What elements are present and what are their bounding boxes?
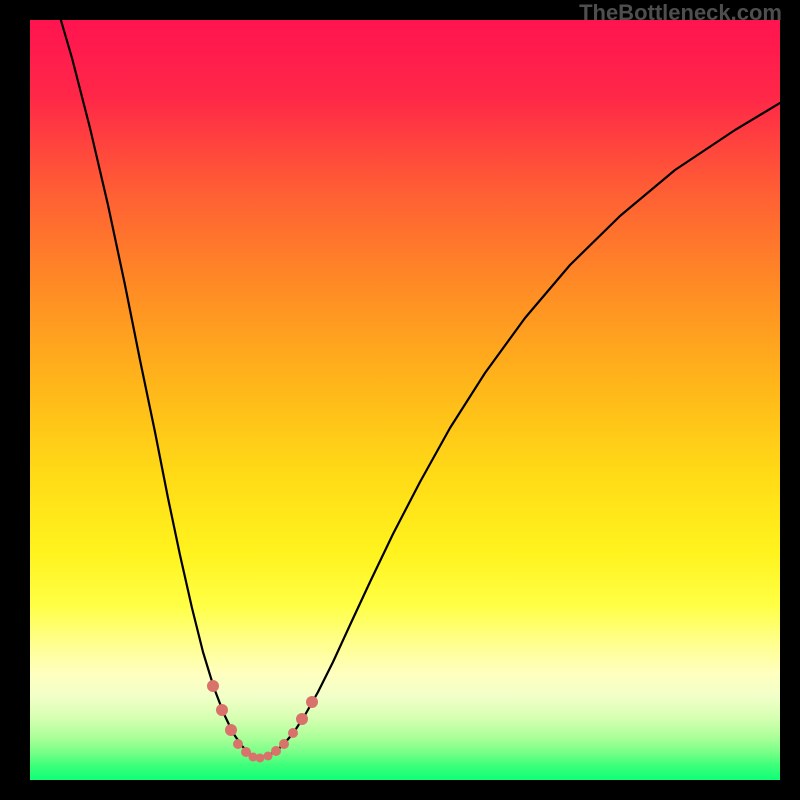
curve-svg [30, 20, 780, 780]
curve-marker [296, 713, 308, 725]
curve-marker [207, 680, 219, 692]
curve-marker [216, 704, 228, 716]
curve-marker [233, 739, 243, 749]
curve-marker [271, 746, 281, 756]
bottleneck-curve [55, 20, 780, 757]
curve-marker [306, 696, 318, 708]
curve-marker [264, 752, 273, 761]
watermark-text: TheBottleneck.com [579, 0, 782, 26]
marker-group [207, 680, 318, 763]
curve-marker [256, 754, 265, 763]
chart-container: TheBottleneck.com [0, 0, 800, 800]
curve-marker [288, 728, 298, 738]
curve-marker [279, 739, 289, 749]
plot-area [30, 20, 780, 780]
curve-marker [225, 724, 237, 736]
